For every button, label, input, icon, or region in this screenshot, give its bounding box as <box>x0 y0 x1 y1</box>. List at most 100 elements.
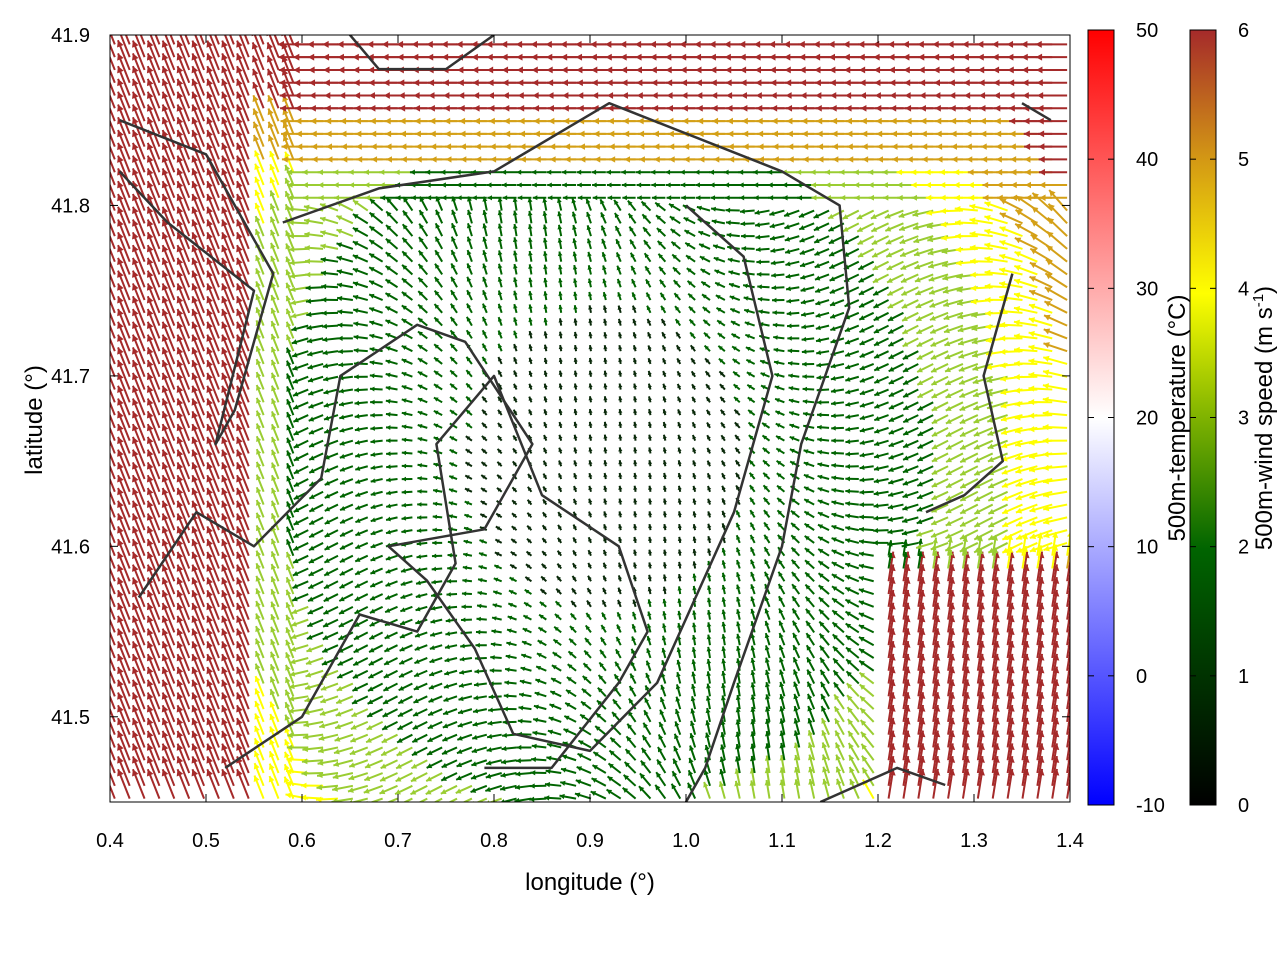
wind-vector-head <box>515 758 521 764</box>
wind-vector-head <box>718 781 725 787</box>
wind-vector-head <box>221 679 228 687</box>
wind-vector-head <box>543 331 548 336</box>
wind-vector-head <box>588 332 593 337</box>
wind-vector-head <box>647 318 652 324</box>
wind-vector-head <box>416 528 422 533</box>
wind-vector-head <box>542 512 547 517</box>
wind-vector-head <box>305 298 312 304</box>
wind-vector-head <box>618 370 623 375</box>
wind-vector-head <box>191 500 199 509</box>
wind-vector-head <box>191 743 199 751</box>
wind-vector-head <box>221 104 228 112</box>
wind-vector-head <box>161 257 169 266</box>
wind-vector-head <box>618 345 623 350</box>
wind-vector-head <box>690 683 696 689</box>
wind-vector-head <box>338 362 344 368</box>
wind-vector-head <box>721 609 727 615</box>
wind-vector-head <box>662 396 667 401</box>
wind-vector-head <box>473 117 480 125</box>
wind-vector-head <box>161 756 169 764</box>
wind-vector-head <box>517 182 522 188</box>
wind-vector-head <box>206 206 213 214</box>
wind-vector-head <box>269 689 276 696</box>
wind-vector-head <box>401 437 407 443</box>
wind-vector <box>110 617 116 633</box>
wind-vector-head <box>536 653 542 658</box>
wind-vector-head <box>573 357 578 363</box>
wind-vector-head <box>305 672 312 678</box>
wind-vector-head <box>500 785 506 792</box>
wind-vector-head <box>132 117 139 125</box>
wind-vector-head <box>146 500 154 509</box>
wind-vector-head <box>514 784 521 790</box>
wind-vector-head <box>367 712 373 717</box>
wind-vector-head <box>527 210 533 216</box>
wind-vector-head <box>318 182 324 188</box>
wind-vector-head <box>354 117 361 125</box>
wind-vector-head <box>221 257 228 266</box>
wind-vector-head <box>417 331 423 337</box>
wind-vector-head <box>692 447 697 452</box>
wind-vector-head <box>459 130 466 138</box>
wind-vector <box>110 655 116 672</box>
wind-vector-head <box>410 776 417 782</box>
wind-vector <box>110 157 116 173</box>
wind-vector-head <box>352 53 359 61</box>
wind-vector-head <box>191 360 199 368</box>
wind-vector <box>110 361 116 378</box>
wind-vector-head <box>474 130 481 138</box>
wind-vector-head <box>176 449 184 457</box>
wind-vector-head <box>176 155 184 163</box>
wind-vector-head <box>416 554 422 560</box>
wind-vector-head <box>191 475 199 483</box>
wind-vector-head <box>284 702 291 709</box>
wind-vector-head <box>681 92 688 99</box>
wind-vector-head <box>176 104 184 112</box>
wind-vector-head <box>530 770 536 776</box>
wind-vector-head <box>146 334 154 342</box>
wind-vector-head <box>301 770 307 777</box>
wind-vector-head <box>721 422 726 427</box>
wind-vector-head <box>339 440 345 446</box>
wind-vector-head <box>462 565 468 570</box>
wind-vector-head <box>311 143 318 150</box>
wind-vector-head <box>662 345 667 350</box>
wind-vector-head <box>707 460 712 465</box>
wind-vector-head <box>526 551 531 556</box>
wind-vector-head <box>475 156 482 163</box>
wind-vector-head <box>412 53 419 61</box>
wind-vector-head <box>255 346 262 353</box>
wind-vector-head <box>548 117 555 125</box>
wind-vector-head <box>603 575 607 580</box>
wind-vector-head <box>236 526 243 534</box>
wind-vector-head <box>449 488 454 493</box>
wind-vector-head <box>558 318 563 323</box>
wind-vector-head <box>117 78 124 87</box>
wind-vector-head <box>236 539 243 547</box>
wind-vector-head <box>690 708 696 714</box>
wind-vector-head <box>292 378 299 384</box>
wind-vector-head <box>221 193 228 202</box>
wind-vector-head <box>254 150 260 157</box>
wind-vector-head <box>161 53 169 61</box>
wind-vector-head <box>132 705 139 713</box>
wind-vector-head <box>161 130 169 138</box>
wind-vector-head <box>430 156 437 163</box>
wind-vector-head <box>161 654 169 662</box>
wind-vector-head <box>369 621 375 627</box>
wind-vector-head <box>543 409 548 414</box>
wind-vector-head <box>537 640 543 645</box>
wind-vector-head <box>674 733 679 740</box>
wind-vector-head <box>161 743 169 751</box>
wind-vector-head <box>646 636 652 641</box>
wind-vector-head <box>380 195 386 201</box>
wind-vector-head <box>132 347 139 355</box>
wind-vector-head <box>236 487 243 496</box>
wind-vector-head <box>132 296 139 304</box>
wind-vector-head <box>339 609 345 615</box>
wind-vector-head <box>350 724 357 730</box>
wind-vector-head <box>161 666 169 675</box>
wind-vector <box>110 668 116 684</box>
wind-vector-head <box>385 385 391 391</box>
wind-vector-head <box>294 92 301 99</box>
